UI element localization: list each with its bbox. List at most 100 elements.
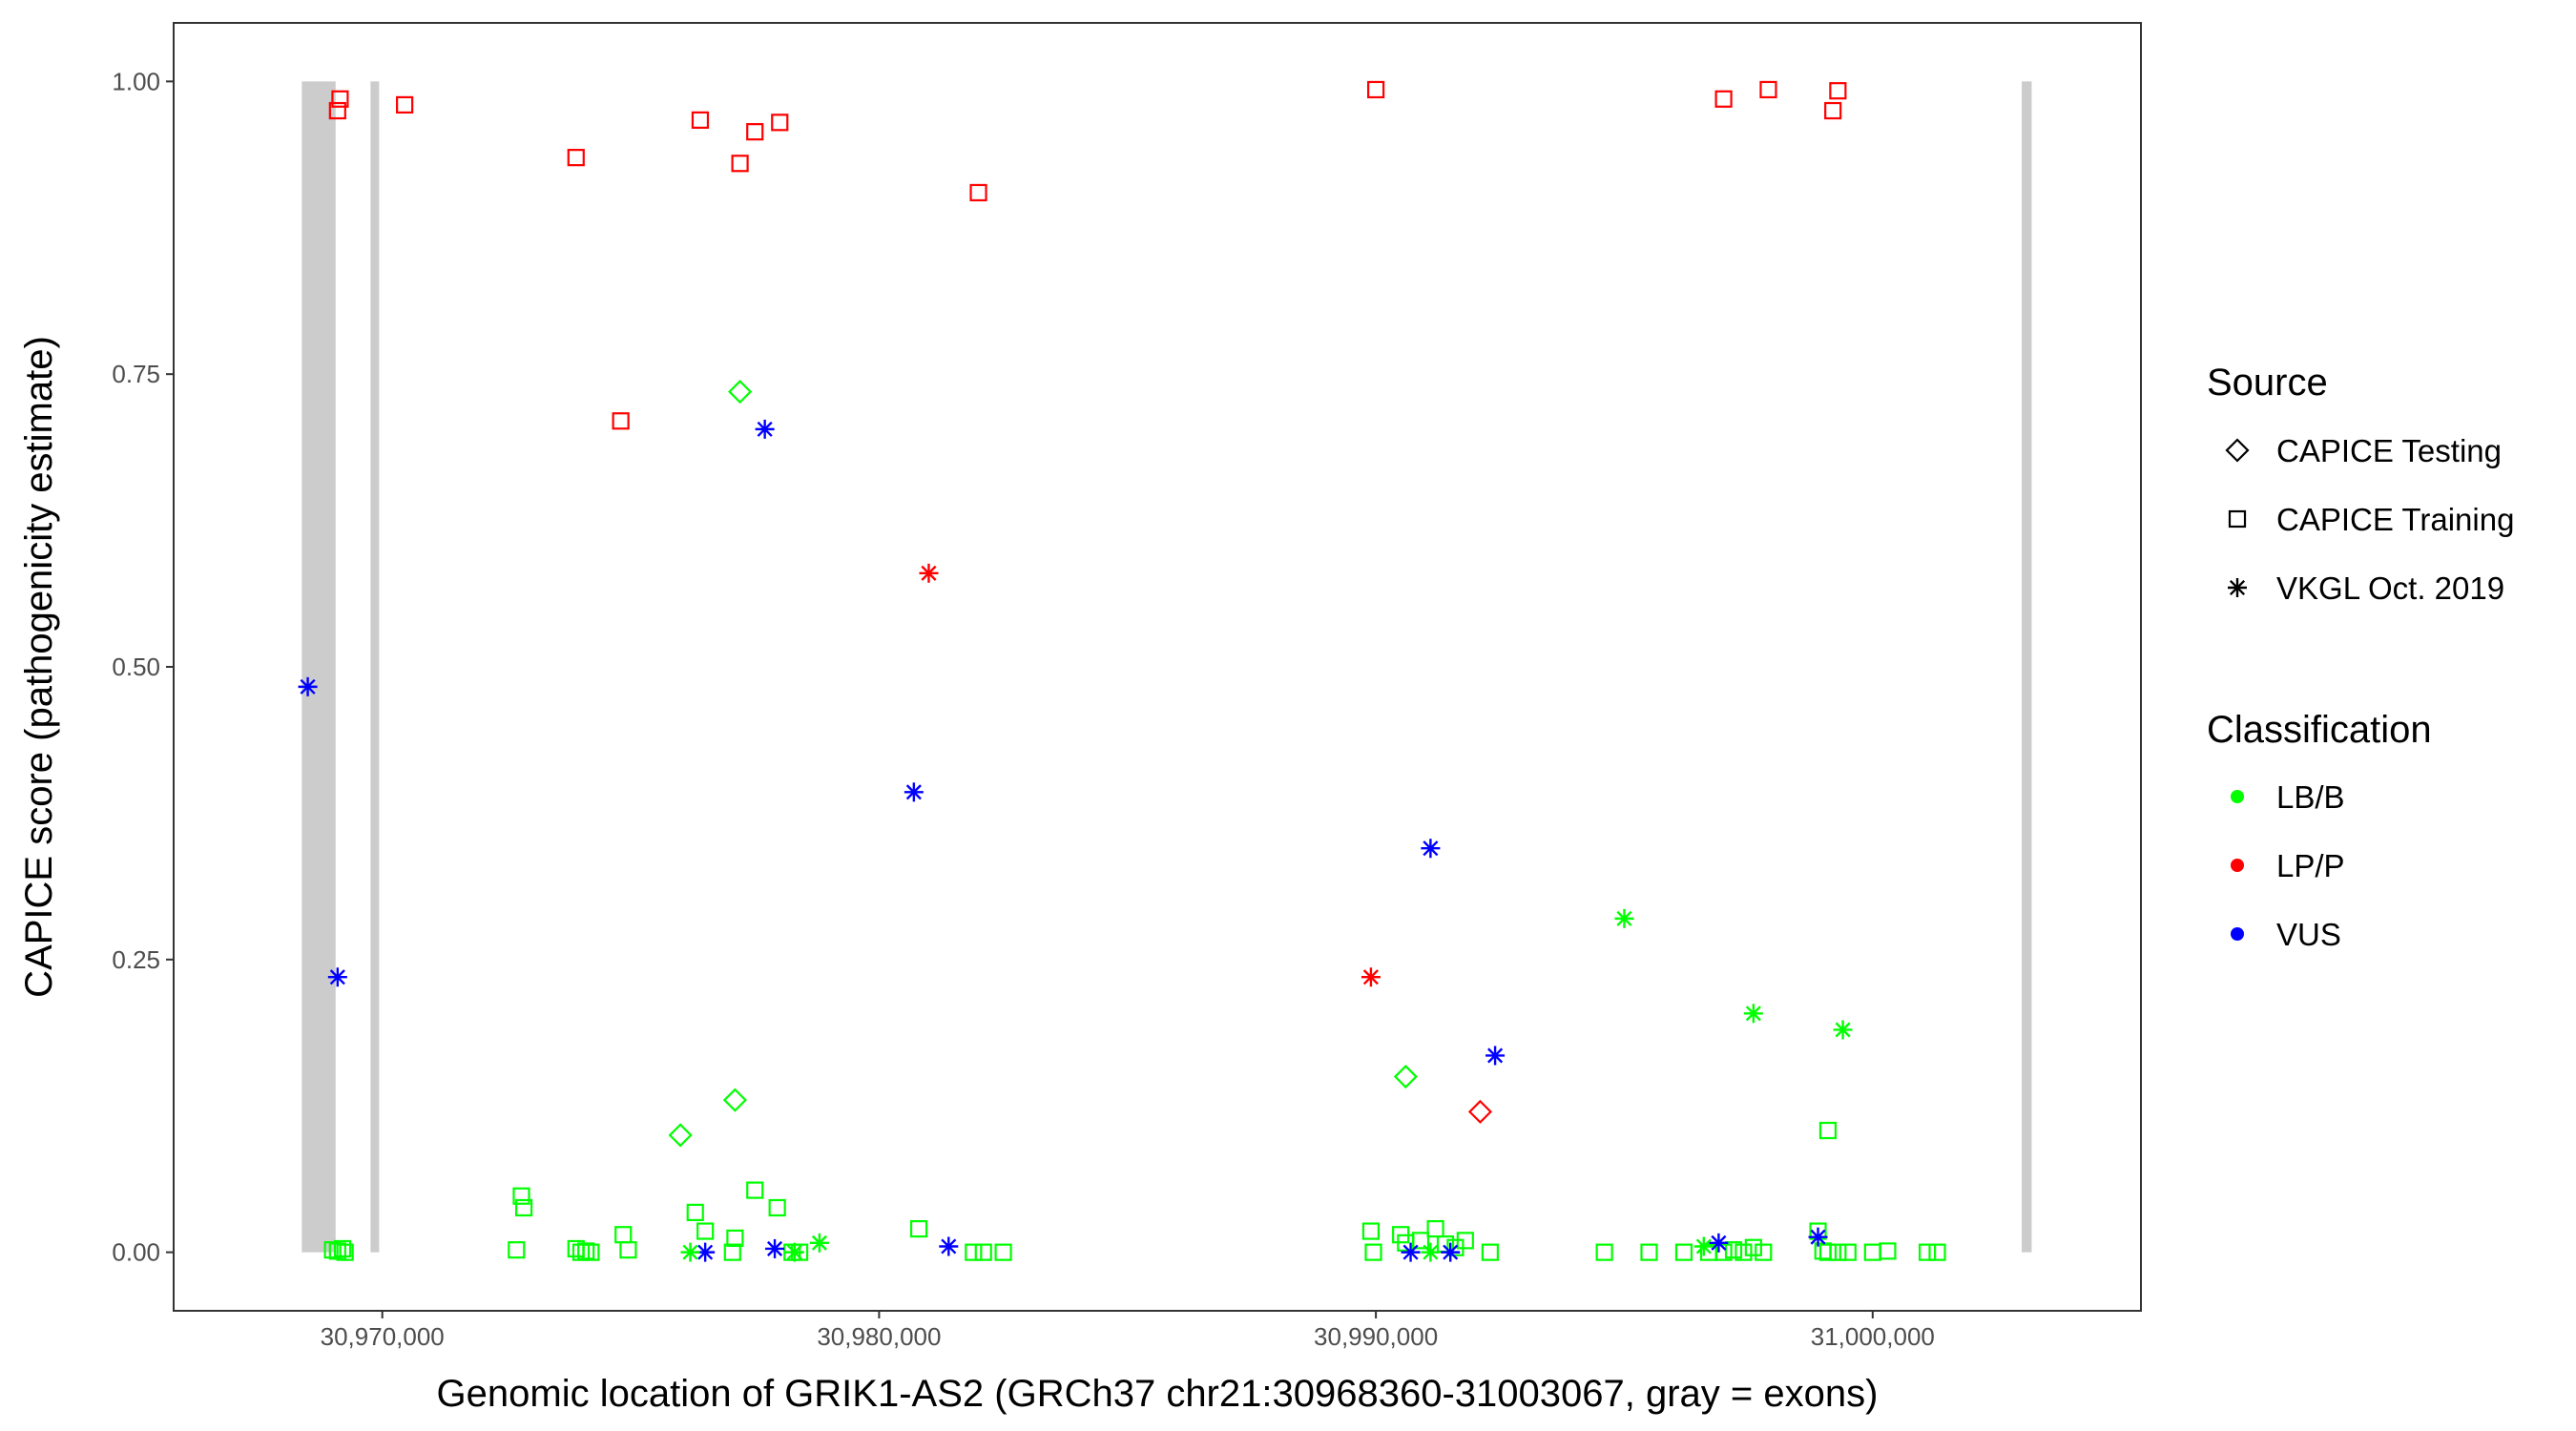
x-tick-label: 30,980,000 [817,1322,941,1351]
data-point [1714,1243,1733,1261]
data-point [919,563,939,583]
x-tick-label: 30,970,000 [321,1322,445,1351]
data-point [327,967,347,987]
data-point [969,183,987,202]
legend-label: LP/P [2276,848,2345,883]
data-point [746,1181,764,1199]
exon-bands [301,81,2032,1253]
y-axis-title: CAPICE score (pathogenicity estimate) [18,336,60,998]
legend-label: VKGL Oct. 2019 [2276,570,2504,606]
data-point [1879,1242,1897,1260]
data-point [696,1222,715,1240]
legend-classification-item: VUS [2231,917,2341,952]
legend-label: CAPICE Training [2276,502,2514,537]
data-point [731,155,749,173]
data-point [723,1243,741,1261]
data-point [331,90,349,108]
data-point [1367,80,1385,99]
y-tick-label: 0.00 [112,1238,160,1267]
exon-band [2022,81,2032,1253]
data-point [680,1242,700,1262]
data-point [512,1187,530,1205]
data-point [577,1242,595,1260]
x-axis-title: Genomic location of GRIK1-AS2 (GRCh37 ch… [437,1373,1879,1415]
legend-key [2231,927,2244,941]
data-point [1824,101,1842,120]
y-tick-label: 1.00 [112,67,160,95]
data-point [336,1243,354,1261]
legend-classification-items: LB/B LP/P VUS [2231,779,2345,952]
data-points [298,80,1946,1262]
data-point [994,1243,1012,1261]
legend-key [2231,859,2244,872]
x-axis: 30,970,000 30,980,000 30,990,000 31,000,000 [321,1311,1935,1351]
data-point [909,1219,928,1238]
data-point [567,149,585,167]
data-point [298,676,318,696]
data-point [1393,1064,1418,1089]
data-point [1735,1243,1753,1261]
data-point [974,1243,992,1261]
data-point [1595,1243,1613,1261]
data-point [1674,1243,1693,1261]
data-point [1818,1121,1838,1140]
data-point [1364,1243,1382,1261]
data-point [328,101,346,120]
x-tick-label: 31,000,000 [1811,1322,1935,1351]
legend-key [2228,509,2247,529]
data-point [691,111,710,129]
y-tick-label: 0.50 [112,653,160,681]
legend-classification-item: LP/P [2231,848,2345,883]
data-point [333,1239,352,1258]
data-point [784,1242,804,1262]
data-point [571,1243,591,1261]
data-point [722,1088,747,1112]
legend-label: CAPICE Testing [2276,433,2502,468]
legend-source-items: CAPICE Testing CAPICE Training VKGL Oct. 2… [2225,433,2514,606]
data-point [1714,90,1733,108]
exon-band [301,81,336,1253]
y-tick-label: 0.75 [112,360,160,388]
data-point [1818,1243,1838,1261]
data-point [809,1233,829,1253]
legend-key [2231,790,2244,803]
legend-label: LB/B [2276,779,2345,815]
data-point [614,1226,633,1244]
legend-label: VUS [2276,917,2341,952]
legend-source-item: VKGL Oct. 2019 [2228,570,2504,606]
data-point [1755,1243,1773,1261]
data-point [1401,1242,1421,1262]
data-point [508,1241,526,1259]
data-point [939,1236,959,1256]
data-point [1709,1233,1729,1253]
data-point [1456,1232,1474,1250]
data-point [1640,1243,1658,1261]
data-point [1863,1243,1881,1261]
plot-panel-border [173,22,2142,1312]
data-point [1411,1232,1430,1250]
data-point [1421,839,1441,859]
data-point [1918,1243,1937,1261]
data-point [1833,1020,1853,1040]
data-point [1744,1238,1762,1256]
data-point [619,1241,637,1259]
data-point [396,95,414,114]
data-point [728,380,753,404]
data-point [768,1198,786,1217]
data-point [1759,80,1777,99]
data-point [323,1241,342,1259]
legend-source-item: CAPICE Testing [2225,433,2502,468]
legend-key [2225,438,2250,463]
x-tick-label: 30,990,000 [1314,1322,1438,1351]
data-point [1614,908,1634,928]
data-point [1829,82,1847,100]
data-point [1928,1243,1946,1261]
data-point [1743,1004,1763,1024]
y-tick-label: 0.25 [112,945,160,974]
data-point [514,1198,533,1217]
legend-source-title: Source [2207,362,2328,404]
data-point [755,419,775,439]
y-axis: 0.00 0.25 0.50 0.75 1.00 [112,67,174,1267]
data-point [904,782,924,802]
